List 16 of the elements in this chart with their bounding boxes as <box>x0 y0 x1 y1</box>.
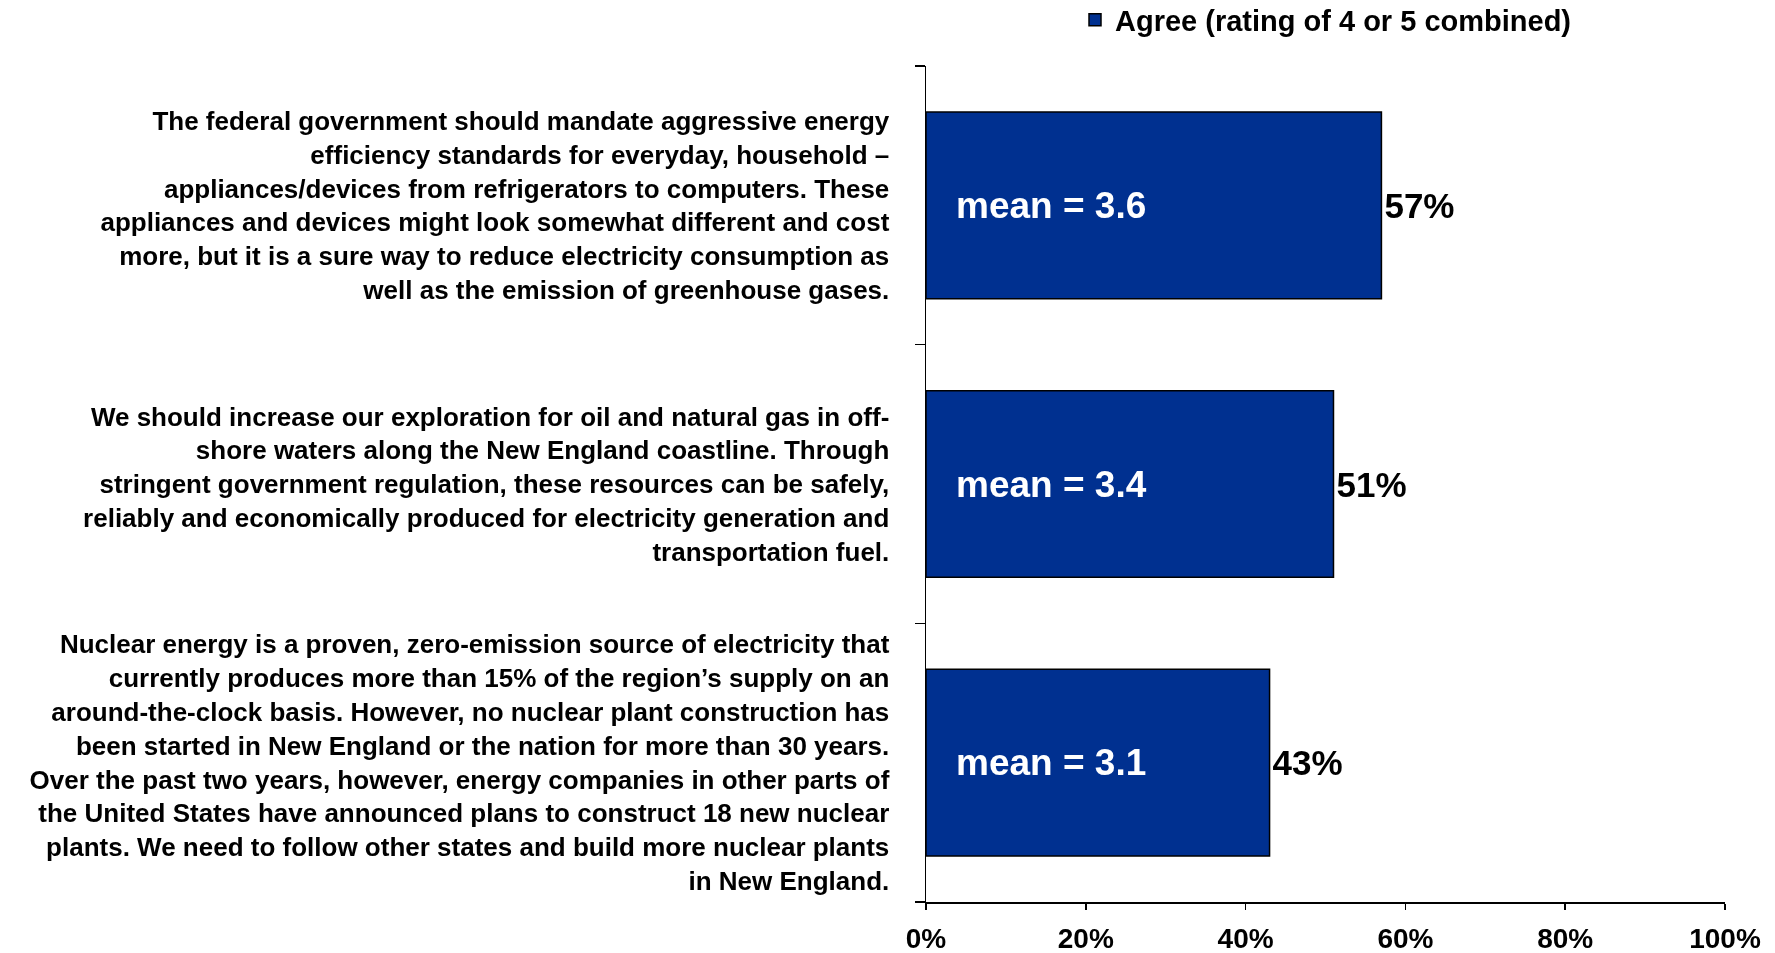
x-tick-label: 20% <box>1057 923 1114 953</box>
annotation: mean = 3.6 <box>956 185 1147 226</box>
annotation: mean = 3.1 <box>956 742 1147 783</box>
x-tick-label: 40% <box>1217 923 1274 953</box>
x-tick-label: 80% <box>1537 923 1594 953</box>
annotation: mean = 3.4 <box>956 464 1147 505</box>
x-tick-label: 100% <box>1689 923 1761 953</box>
legend-label: Agree (rating of 4 or 5 combined) <box>1115 5 1571 38</box>
data-label: 51% <box>1336 464 1407 504</box>
y-tick-label: The federal government should mandate aggressive energy efficiency standards for everyday, household – appliances/devices from refrigerators to computers. These appliances and devices might look somewhat different and cost more, but it is a sure way to reduce electricity consumption as well as the emission of greenhouse gases. <box>100 105 890 305</box>
data-label: 43% <box>1272 743 1343 783</box>
y-tick-label: We should increase our exploration for oil and natural gas in off- shore waters along the New England coastline. Through stringent government regulation, these resources can be safely, reliably and economically produced for electricity generation and transportation fuel. <box>83 401 890 567</box>
y-tick-label: Nuclear energy is a proven, zero-emission source of electricity that currently produces more than 15% of the region’s supply on an around-the-clock basis. However, no nuclear plant construction has been started in New England or the nation for more than 30 years. Over the past two years, however, energy companies in other parts of the United States have announced plans to construct 18 new nuclear plants. We need to follow other states and build more nuclear plants in New England. <box>29 629 890 897</box>
x-tick-label: 0% <box>905 923 947 953</box>
x-tick-label: 60% <box>1377 923 1434 953</box>
data-label: 57% <box>1384 185 1455 225</box>
